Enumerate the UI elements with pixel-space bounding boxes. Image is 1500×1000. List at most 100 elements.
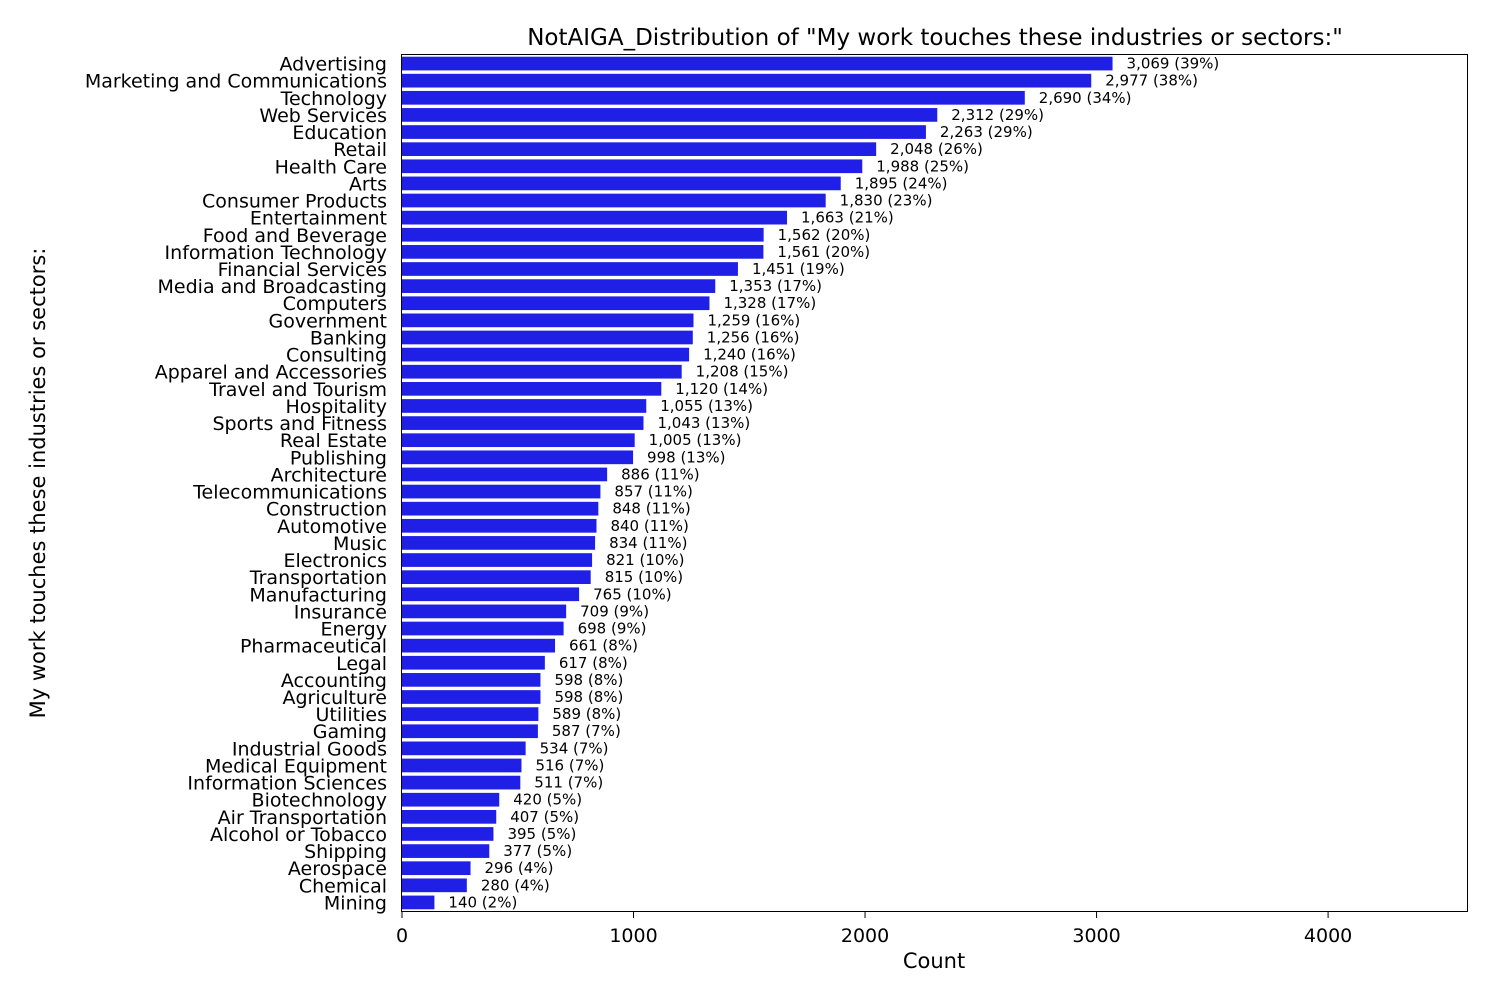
- data-label: 617 (8%): [559, 654, 628, 672]
- bar: [402, 673, 541, 687]
- category-label: Alcohol or Tobacco: [210, 824, 387, 846]
- x-tick-label: 4000: [1304, 925, 1352, 947]
- data-label: 1,562 (20%): [778, 226, 871, 244]
- data-label: 765 (10%): [593, 585, 671, 603]
- data-label: 1,120 (14%): [675, 380, 768, 398]
- category-label: Pharmaceutical: [240, 636, 387, 658]
- bar: [402, 108, 938, 122]
- bar: [402, 518, 597, 533]
- x-tick-label: 1000: [609, 925, 657, 947]
- data-label: 1,043 (13%): [657, 414, 750, 432]
- category-label: Insurance: [294, 601, 387, 623]
- data-label: 1,895 (24%): [855, 174, 948, 192]
- bar: [402, 176, 841, 191]
- bar: [402, 553, 593, 567]
- data-label: 2,048 (26%): [890, 140, 983, 158]
- category-label: Banking: [310, 327, 387, 349]
- bar: [402, 484, 601, 499]
- data-label: 1,353 (17%): [729, 277, 822, 295]
- category-label: Information Technology: [165, 242, 387, 264]
- category-label: Shipping: [304, 841, 387, 863]
- category-label: Education: [292, 122, 387, 144]
- bar: [402, 313, 694, 328]
- data-label: 587 (7%): [552, 722, 621, 740]
- bar: [402, 501, 599, 516]
- data-label: 848 (11%): [612, 500, 690, 518]
- data-label: 1,830 (23%): [840, 192, 933, 210]
- bar: [402, 895, 435, 910]
- data-label: 815 (10%): [605, 568, 683, 586]
- category-label: Consulting: [286, 345, 387, 367]
- data-label: 840 (11%): [610, 517, 688, 535]
- y-axis-label: My work touches these industries or sect…: [26, 248, 50, 719]
- category-label: Real Estate: [280, 430, 387, 452]
- data-label: 1,663 (21%): [801, 209, 894, 227]
- category-label: Legal: [336, 653, 387, 675]
- data-label: 1,328 (17%): [723, 294, 816, 312]
- category-label: Health Care: [275, 156, 387, 178]
- bar: [402, 707, 539, 721]
- category-label: Food and Beverage: [203, 225, 387, 247]
- bar: [402, 621, 564, 636]
- bar: [402, 279, 716, 293]
- bar: [402, 467, 608, 482]
- bar: [402, 570, 591, 585]
- bar: [402, 125, 926, 139]
- category-label: Air Transportation: [218, 807, 387, 829]
- bar: [402, 861, 471, 876]
- data-label: 1,561 (20%): [777, 243, 870, 261]
- bar: [402, 73, 1092, 88]
- data-label: 2,977 (38%): [1105, 72, 1198, 90]
- bar: [402, 347, 690, 362]
- bar: [402, 416, 644, 430]
- bar: [402, 193, 826, 208]
- data-label: 886 (11%): [621, 465, 699, 483]
- category-label: Marketing and Communications: [85, 71, 387, 93]
- category-label: Music: [333, 533, 387, 555]
- category-label: Electronics: [283, 550, 387, 572]
- category-label: Consumer Products: [202, 191, 387, 213]
- data-label: 857 (11%): [614, 483, 692, 501]
- data-label: 2,263 (29%): [940, 123, 1033, 141]
- category-label: Agriculture: [283, 687, 388, 709]
- category-label: Web Services: [259, 105, 387, 127]
- category-label: Medical Equipment: [205, 755, 387, 777]
- data-label: 709 (9%): [580, 602, 649, 620]
- data-label: 834 (11%): [609, 534, 687, 552]
- bar: [402, 587, 580, 602]
- bar: [402, 364, 682, 379]
- data-label: 661 (8%): [569, 637, 638, 655]
- category-label: Transportation: [249, 567, 387, 589]
- data-label: 1,451 (19%): [752, 260, 845, 278]
- x-tick-label: 3000: [1072, 925, 1120, 947]
- data-label: 821 (10%): [606, 551, 684, 569]
- chart-title: NotAIGA_Distribution of "My work touches…: [527, 25, 1343, 51]
- category-label: Gaming: [313, 721, 387, 743]
- category-label: Utilities: [315, 704, 387, 726]
- data-label: 280 (4%): [481, 876, 550, 894]
- bar: [402, 450, 634, 465]
- bar: [402, 330, 693, 345]
- data-label: 698 (9%): [578, 620, 647, 638]
- category-label: Arts: [349, 173, 387, 195]
- bar: [402, 210, 788, 225]
- category-label: Information Sciences: [187, 773, 387, 795]
- bar: [402, 792, 500, 807]
- category-label: Apparel and Accessories: [155, 362, 387, 384]
- bar: [402, 690, 541, 704]
- bar: [402, 56, 1113, 71]
- data-label: 589 (8%): [552, 705, 621, 723]
- bar: [402, 142, 877, 157]
- bar: [402, 90, 1025, 105]
- x-axis: 0 1000 2000 3000 4000: [396, 911, 1352, 947]
- data-label: 2,690 (34%): [1039, 89, 1132, 107]
- bar: [402, 844, 490, 858]
- bar: [402, 827, 494, 841]
- category-label: Sports and Fitness: [212, 413, 387, 435]
- category-label: Accounting: [281, 670, 387, 692]
- data-label: 516 (7%): [535, 756, 604, 774]
- data-label: 511 (7%): [534, 774, 603, 792]
